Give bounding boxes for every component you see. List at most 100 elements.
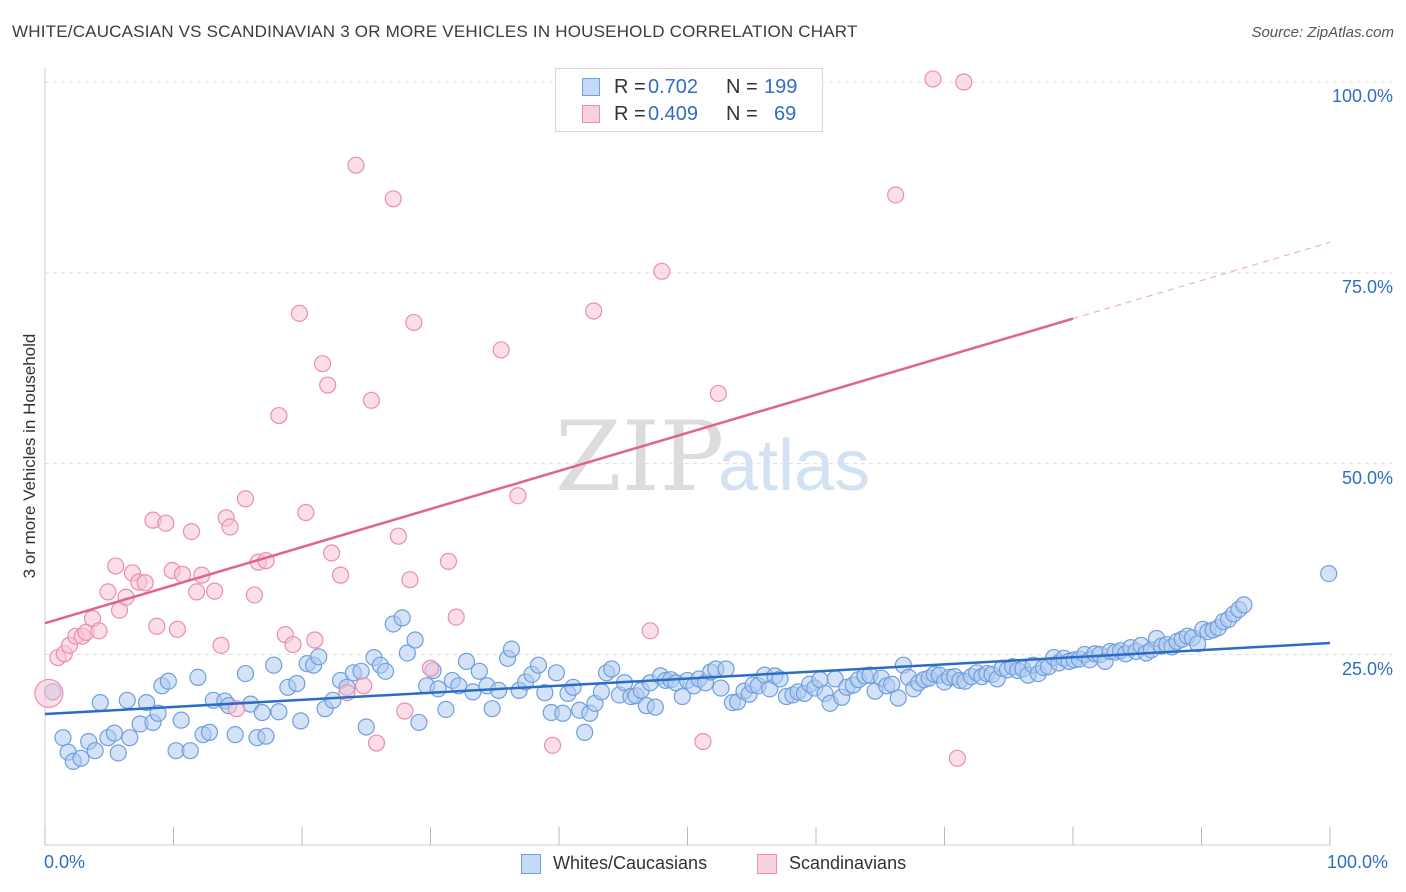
whites-point: [137, 693, 156, 712]
legend-r-value: 0.409: [648, 103, 699, 125]
whites-point: [457, 652, 476, 670]
legend-row-whites: R = 0.702 N = 199: [556, 74, 822, 100]
whites-point: [889, 689, 907, 707]
scandinavians-point: [447, 608, 465, 626]
whites-point: [406, 631, 424, 649]
scandinavians-point: [585, 302, 603, 320]
scandinavians-point: [641, 622, 659, 640]
whites-point: [603, 660, 621, 678]
legend-row-scandinavians: R = 0.409 N = 69: [556, 101, 822, 127]
bottom-legend-swatch-pink: [757, 854, 777, 874]
whites-point: [564, 678, 582, 696]
whites-point: [86, 742, 104, 760]
trend-lines: [44, 241, 1331, 716]
scandinavians-point: [236, 490, 255, 508]
scandinavians-point: [355, 677, 373, 695]
whites-point: [576, 723, 594, 741]
whites-point: [646, 698, 664, 716]
y-tick-label: 25.0%: [1341, 659, 1393, 679]
whites-point: [352, 662, 370, 680]
scandinavians-point: [107, 557, 125, 575]
scandinavians-point: [955, 73, 973, 91]
scandinavians-point: [319, 376, 337, 394]
whites-trend-line: [44, 641, 1331, 716]
x-tick-label: 0.0%: [44, 852, 86, 872]
scandinavians-point: [401, 571, 419, 589]
whites-point: [437, 700, 455, 719]
scandinavians-point: [492, 341, 510, 359]
scandinavians-point: [331, 566, 350, 584]
whites-point: [712, 679, 730, 697]
whites-point: [429, 680, 447, 698]
scandinavians-point: [34, 678, 64, 709]
whites-point: [257, 727, 275, 745]
scandinavians-point: [389, 527, 407, 545]
whites-point: [398, 644, 416, 662]
legend-n-label: N =: [726, 76, 758, 98]
whites-points: [44, 564, 1338, 770]
scandinavians-point: [384, 190, 402, 208]
scandinavians-point: [653, 262, 671, 280]
whites-point: [470, 662, 488, 680]
whites-point: [310, 648, 328, 666]
scandinavians-point: [148, 617, 166, 635]
whites-point: [118, 691, 136, 709]
scandinavians-trend-extension: [1072, 241, 1331, 320]
scandinavians-point: [924, 70, 942, 88]
scandinavians-point: [136, 574, 154, 592]
whites-point: [410, 713, 428, 732]
bottom-legend-label: Whites/Caucasians: [553, 853, 708, 873]
scandinavians-point: [206, 582, 224, 600]
whites-point: [181, 742, 199, 760]
axis-layer: [44, 68, 1331, 846]
scandinavians-point: [543, 736, 562, 754]
legend-n-label: N =: [726, 103, 758, 125]
whites-point: [149, 704, 167, 722]
scandinavians-point: [509, 487, 527, 505]
whites-point: [673, 687, 691, 706]
scandinavians-point: [694, 732, 712, 751]
scandinavians-point: [887, 186, 905, 204]
scandinavians-point: [157, 514, 175, 532]
whites-point: [292, 712, 310, 730]
legend-r-label: R =: [614, 103, 646, 125]
scandinavians-point: [90, 622, 108, 640]
scandinavians-point: [284, 635, 302, 654]
scandinavians-point: [405, 313, 423, 332]
scandinavians-point: [396, 702, 414, 720]
y-tick-label: 75.0%: [1341, 277, 1393, 297]
watermark-atlas: atlas: [718, 426, 870, 506]
grid-layer: [45, 81, 1392, 655]
whites-point: [883, 675, 901, 693]
legend-r-value: 0.702: [648, 76, 699, 98]
bottom-legend-label: Scandinavians: [789, 853, 907, 873]
whites-point: [159, 672, 177, 690]
whites-point: [483, 700, 501, 718]
scandinavians-point: [212, 636, 230, 654]
whites-point: [265, 656, 283, 674]
bottom-legend-swatch-blue: [521, 854, 541, 874]
whites-point: [554, 704, 572, 722]
whites-point: [121, 729, 139, 747]
whites-point: [189, 668, 207, 687]
legend-swatch-pink: [582, 105, 600, 123]
whites-point: [393, 609, 411, 627]
whites-point: [717, 660, 735, 678]
whites-point: [1235, 596, 1253, 614]
whites-point: [54, 729, 72, 747]
legend-n-value: 69: [774, 103, 797, 125]
scandinavians-point: [245, 586, 264, 604]
whites-point: [376, 662, 395, 680]
scandinavians-point: [188, 583, 206, 601]
scandinavians-point: [99, 583, 117, 601]
whites-point: [547, 664, 566, 682]
scandinavians-points: [34, 70, 973, 767]
whites-point: [105, 724, 123, 742]
watermark-zip: ZIP: [555, 401, 724, 513]
y-tick-label: 100.0%: [1331, 86, 1393, 106]
scandinavians-point: [168, 620, 186, 638]
x-tick-label: 100.0%: [1327, 852, 1389, 872]
scandinavians-point: [322, 544, 341, 562]
whites-point: [91, 693, 109, 712]
